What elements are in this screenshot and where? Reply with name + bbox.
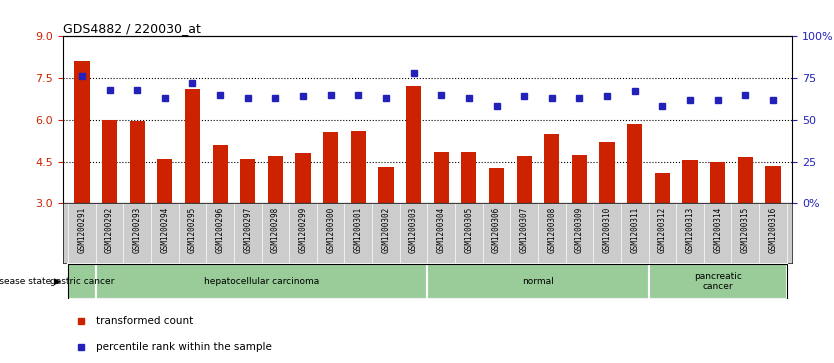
Text: disease state ▶: disease state ▶	[0, 277, 62, 286]
Text: GSM1200303: GSM1200303	[409, 206, 418, 253]
Bar	[129, 121, 145, 203]
Text: GSM1200304: GSM1200304	[437, 206, 445, 253]
Text: GSM1200316: GSM1200316	[768, 206, 777, 253]
Bar	[379, 167, 394, 203]
Bar	[323, 132, 339, 203]
Text: GSM1200297: GSM1200297	[244, 206, 252, 253]
Bar	[185, 89, 200, 203]
Text: GSM1200305: GSM1200305	[465, 206, 474, 253]
Text: GSM1200296: GSM1200296	[216, 206, 224, 253]
Text: GSM1200302: GSM1200302	[381, 206, 390, 253]
Bar	[572, 155, 587, 203]
Bar	[461, 152, 476, 203]
Bar	[738, 158, 753, 203]
Text: GSM1200300: GSM1200300	[326, 206, 335, 253]
Bar	[600, 142, 615, 203]
Text: GSM1200308: GSM1200308	[547, 206, 556, 253]
Bar	[158, 159, 173, 203]
Bar	[766, 166, 781, 203]
Text: GSM1200295: GSM1200295	[188, 206, 197, 253]
Text: hepatocellular carcinoma: hepatocellular carcinoma	[204, 277, 319, 286]
Bar	[240, 159, 255, 203]
Text: GSM1200294: GSM1200294	[160, 206, 169, 253]
Text: GSM1200312: GSM1200312	[658, 206, 667, 253]
Text: GSM1200306: GSM1200306	[492, 206, 501, 253]
Bar	[268, 156, 283, 203]
Text: GSM1200307: GSM1200307	[520, 206, 529, 253]
Bar	[489, 168, 504, 203]
Text: GSM1200314: GSM1200314	[713, 206, 722, 253]
Bar	[74, 61, 89, 203]
Text: GSM1200313: GSM1200313	[686, 206, 695, 253]
Bar	[295, 153, 310, 203]
Bar	[213, 145, 228, 203]
Text: GSM1200315: GSM1200315	[741, 206, 750, 253]
Bar	[406, 86, 421, 203]
Bar	[102, 120, 117, 203]
Text: pancreatic
cancer: pancreatic cancer	[694, 272, 741, 291]
FancyBboxPatch shape	[96, 264, 427, 299]
Text: GSM1200291: GSM1200291	[78, 206, 87, 253]
FancyBboxPatch shape	[649, 264, 786, 299]
Bar	[655, 173, 670, 203]
Text: GSM1200298: GSM1200298	[271, 206, 280, 253]
Text: GSM1200309: GSM1200309	[575, 206, 584, 253]
Text: normal: normal	[522, 277, 554, 286]
Text: GSM1200299: GSM1200299	[299, 206, 308, 253]
Text: gastric cancer: gastric cancer	[50, 277, 114, 286]
Bar	[351, 131, 366, 203]
FancyBboxPatch shape	[427, 264, 649, 299]
Text: GSM1200310: GSM1200310	[603, 206, 611, 253]
Text: GSM1200311: GSM1200311	[631, 206, 639, 253]
Text: GDS4882 / 220030_at: GDS4882 / 220030_at	[63, 22, 200, 35]
Text: GSM1200292: GSM1200292	[105, 206, 114, 253]
Text: GSM1200301: GSM1200301	[354, 206, 363, 253]
Text: GSM1200293: GSM1200293	[133, 206, 142, 253]
FancyBboxPatch shape	[68, 264, 96, 299]
Text: transformed count: transformed count	[96, 316, 193, 326]
Bar	[516, 156, 532, 203]
Bar	[710, 162, 726, 203]
Bar	[434, 152, 449, 203]
Bar	[627, 124, 642, 203]
Text: percentile rank within the sample: percentile rank within the sample	[96, 342, 271, 352]
Bar	[682, 160, 697, 203]
Bar	[545, 134, 560, 203]
